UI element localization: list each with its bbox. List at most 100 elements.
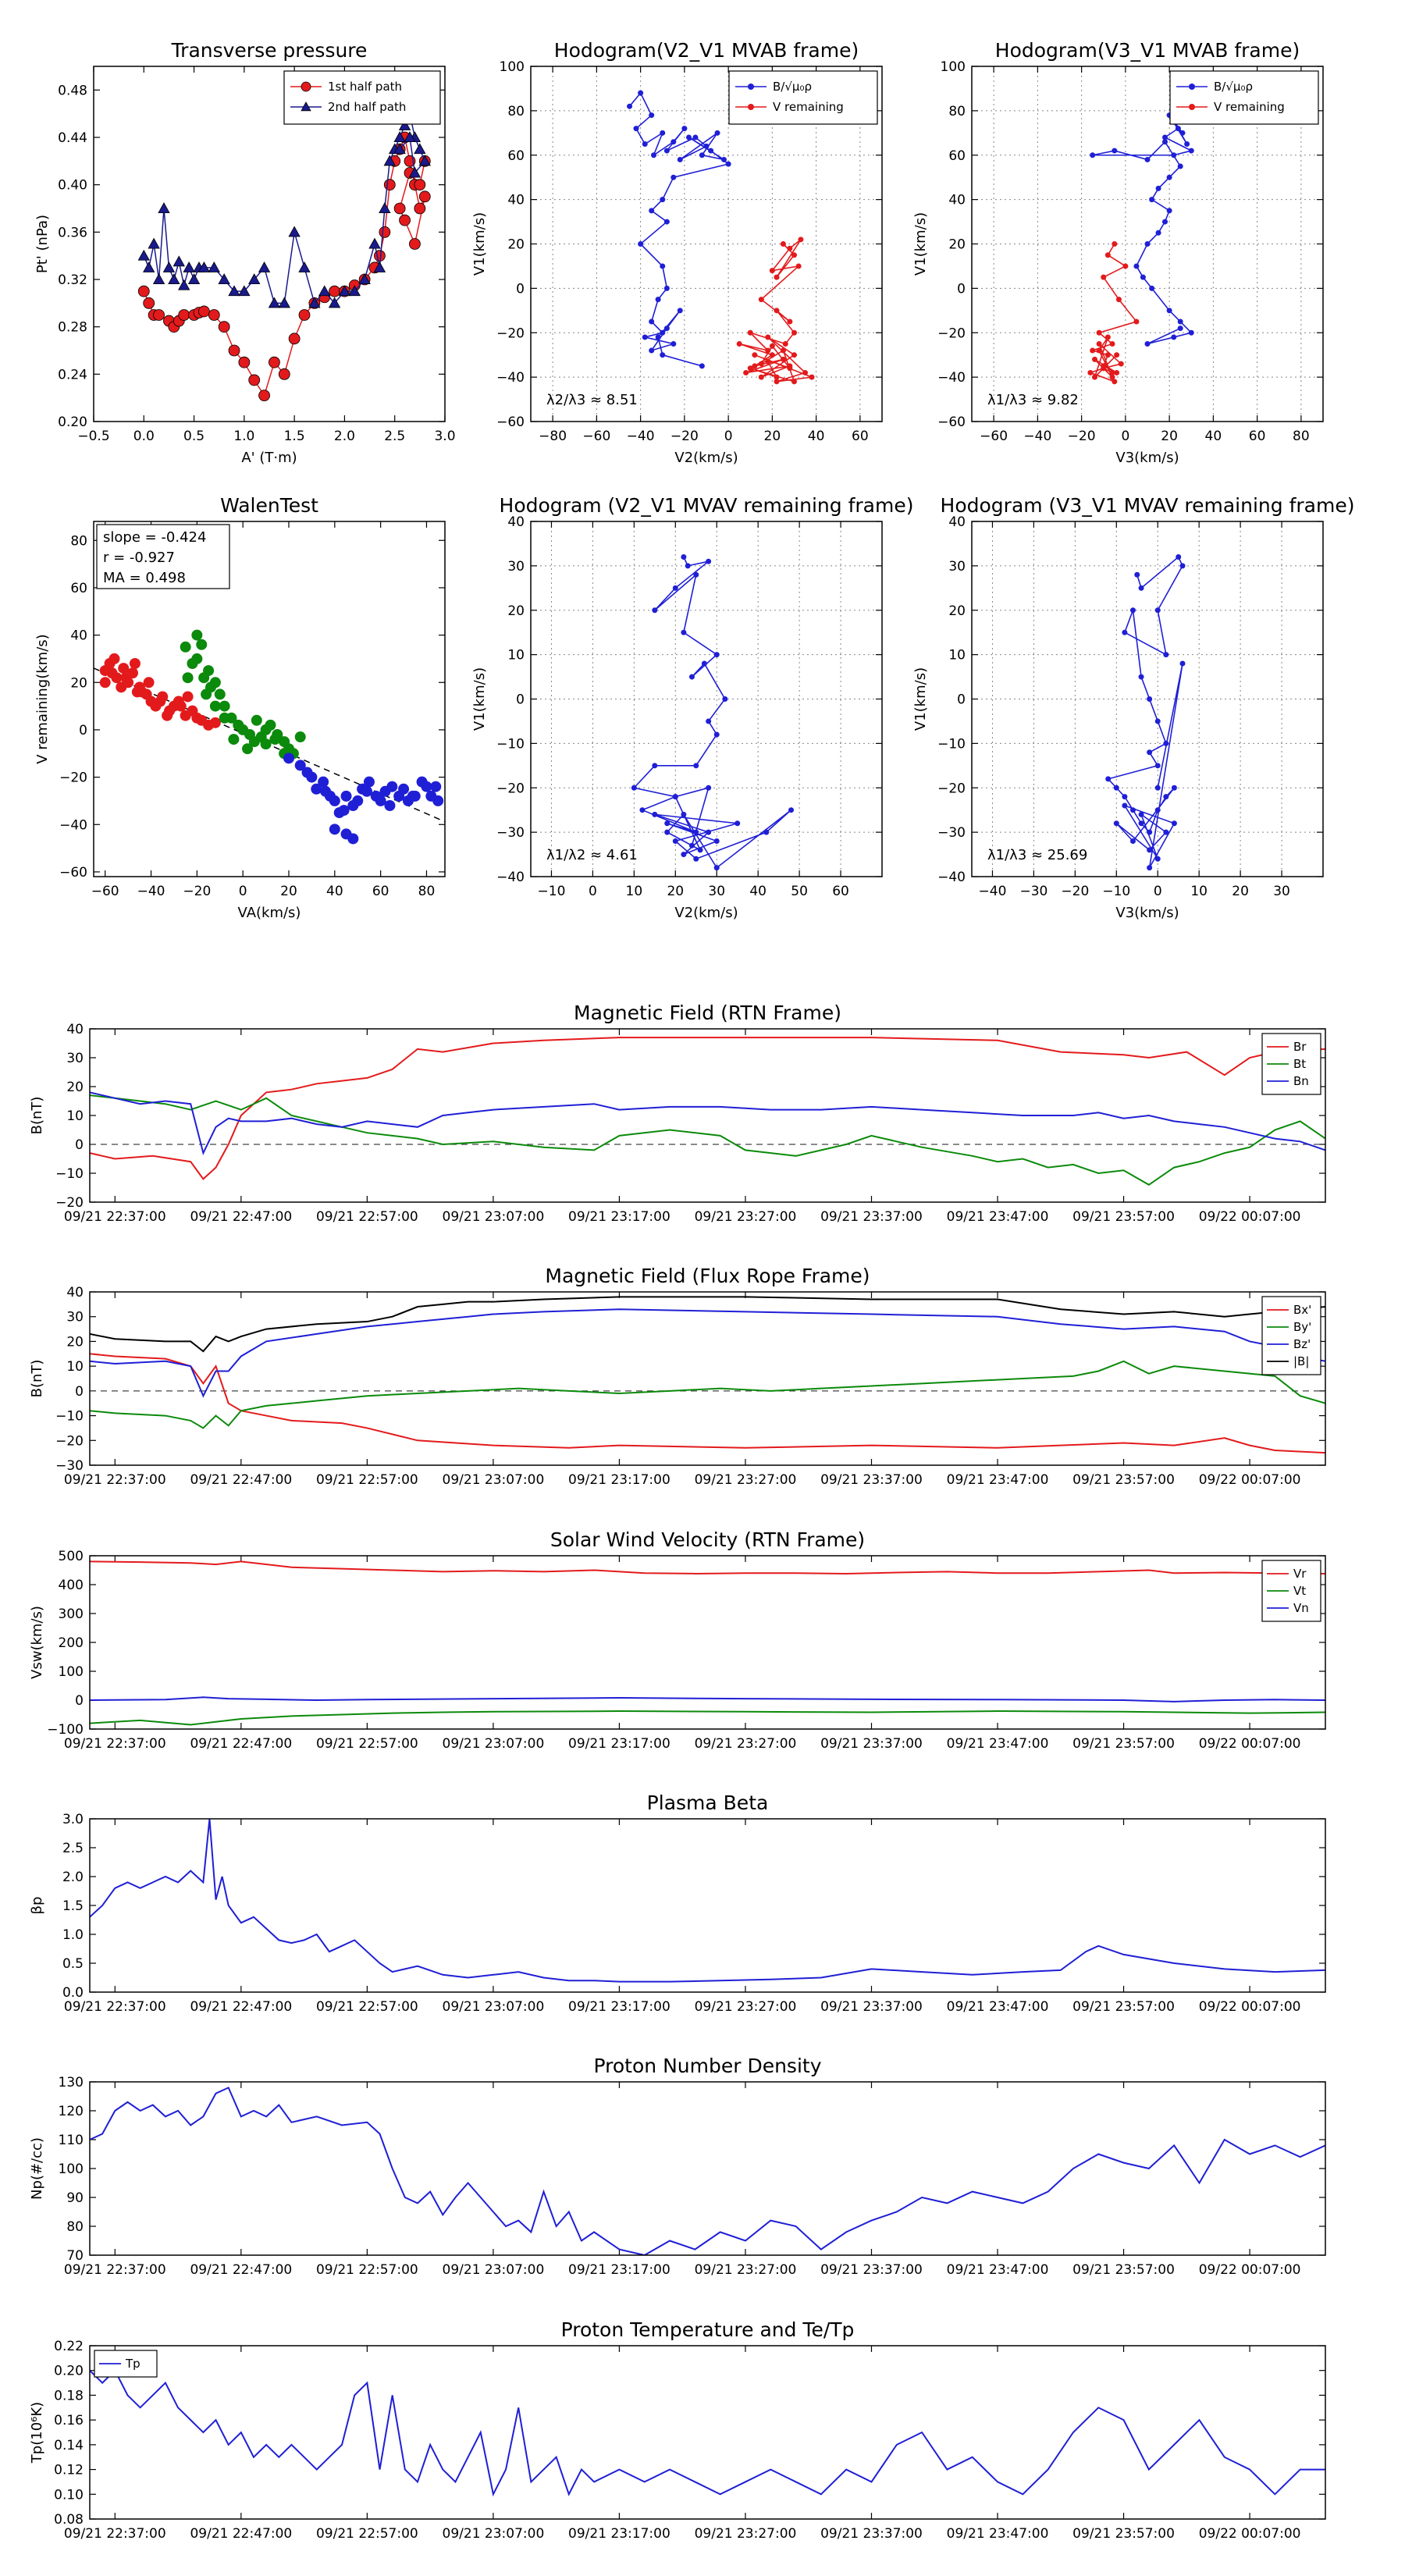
data-point [228,344,240,357]
data-point [697,847,703,853]
y-tick-label: 40 [507,193,525,208]
legend: B/√μ₀ρ V remaining [728,70,878,125]
data-point [663,326,670,332]
data-point [386,781,398,792]
hodogram-v3-v1-mvav-panel: −40 −30 −20 −10 0 10 20 30 −40 −30 −20 −10 0 10 20 30 40… [912,494,1354,921]
data-point [1090,347,1096,354]
y-tick-label: 0 [75,1384,84,1400]
data-point [209,717,221,728]
data-point [301,81,311,92]
time-tick-label: 09/21 22:57:00 [316,2526,418,2542]
plot-frame [89,1818,1326,1993]
data-point [769,343,775,349]
data-point [175,700,187,712]
data-point [155,696,166,707]
data-point [120,672,132,684]
data-point [288,333,301,345]
y-tick-label: 20 [507,237,525,253]
solar-wind-velocity-panel: −100 0 100 200 300 400 500 Solar Wind Velocity … [29,1528,1326,1752]
data-point [1109,374,1115,380]
data-point [787,245,793,251]
data-point [627,103,633,109]
data-point [1138,585,1144,591]
plot-area [137,107,431,402]
data-point [1162,134,1168,141]
data-point [432,795,444,806]
data-point [747,365,753,372]
y-tick-label: 0.36 [58,225,87,240]
data-point [791,352,797,358]
y-tick-label: 0.5 [62,1956,84,1972]
x-tick-label: 60 [1249,429,1266,444]
y-tick-label: 20 [948,237,966,253]
y-tick-label: 0.0 [62,1985,84,2001]
data-point [143,262,155,272]
data-point [633,126,639,132]
y-tick-label: −40 [496,870,525,885]
x-tick-label: 2.5 [384,429,405,444]
chart-title: Solar Wind Velocity (RTN Frame) [550,1528,865,1551]
data-point [693,829,699,835]
data-point [298,262,311,272]
data-point [198,305,210,318]
data-point [352,795,364,806]
legend-label: V remaining [773,100,844,114]
data-point [340,790,352,802]
data-point [681,554,687,560]
data-point [1176,554,1182,560]
data-point [1147,696,1153,702]
y-tick-label: 20 [507,603,525,619]
data-point [180,641,191,653]
x-tick-label: 20 [667,884,684,899]
data-point [1101,365,1107,372]
y-tick-label: 100 [59,2161,84,2177]
data-point [1177,318,1183,325]
x-tick-label: −20 [1068,429,1096,444]
time-tick-label: 09/21 23:47:00 [947,1736,1049,1752]
data-point [780,347,786,354]
y-tick-label: 130 [59,2075,84,2090]
data-point [1115,297,1122,303]
data-point [1189,84,1195,90]
x-tick-label: −40 [627,429,655,444]
data-point [1163,794,1169,800]
data-point [1138,820,1144,827]
data-point [1133,263,1140,269]
data-point [1177,163,1183,169]
data-point [1112,148,1118,154]
y-tick-label: −10 [496,736,525,752]
data-point [688,674,695,680]
data-point [1147,829,1153,835]
y-tick-label: 0.40 [58,178,87,194]
plot-area [90,2369,1325,2497]
data-point [736,340,742,347]
plot-frame [93,66,446,422]
data-point [301,767,313,778]
stats-line: MA = 0.498 [103,570,186,586]
data-point [1171,820,1177,827]
y-axis-label: V1(km/s) [471,212,488,276]
data-point [228,734,240,745]
data-point [248,273,261,285]
data-point [655,297,661,303]
chart-title: Hodogram(V3_V1 MVAB frame) [995,39,1300,62]
data-point [1138,811,1144,817]
plot-frame [93,521,446,877]
data-point [228,285,240,297]
time-tick-label: 09/21 22:37:00 [64,1209,166,1225]
data-point [693,763,699,769]
plot-area [94,629,445,845]
data-point [214,688,226,700]
x-tick-label: 0.5 [183,429,205,444]
x-tick-label: 3.0 [434,429,455,444]
y-tick-label: −20 [55,1195,84,1211]
legend-label: V remaining [1214,100,1285,114]
series-bx [90,1353,1325,1454]
data-point [311,783,322,795]
series-green [180,629,306,760]
data-point [106,667,118,679]
x-tick-label: −30 [1019,884,1048,899]
time-tick-label: 09/21 23:57:00 [1072,2262,1175,2278]
legend-box [1261,1296,1321,1375]
x-tick-label: 10 [1190,884,1208,899]
